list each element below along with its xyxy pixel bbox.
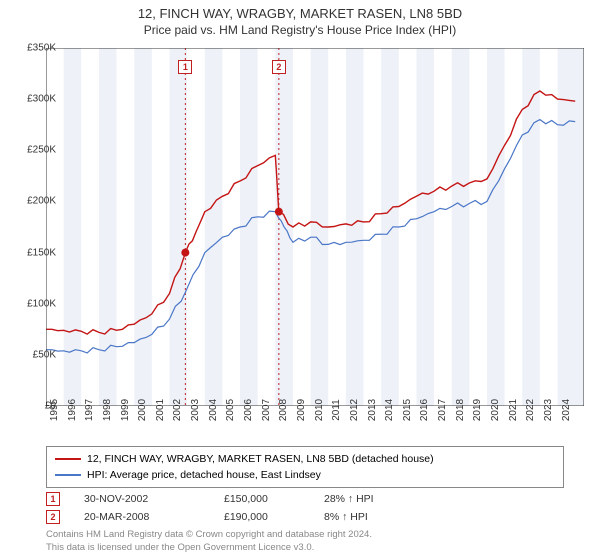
- y-axis-tick-label: £250K: [27, 145, 56, 156]
- legend-label: HPI: Average price, detached house, East…: [87, 467, 321, 483]
- x-axis-tick-label: 2016: [419, 399, 430, 421]
- y-axis-tick-label: £350K: [27, 43, 56, 54]
- x-axis-tick-label: 2021: [508, 399, 519, 421]
- x-axis-tick-label: 2011: [331, 399, 342, 421]
- sales-table: 1 30-NOV-2002£150,00028% ↑ HPI 2 20-MAR-200…: [46, 490, 484, 526]
- sale-date: 30-NOV-2002: [84, 493, 224, 505]
- x-axis-tick-label: 2010: [314, 399, 325, 421]
- x-axis-tick-label: 2004: [208, 399, 219, 421]
- sale-pct-vs-hpi: 8% ↑ HPI: [324, 511, 484, 523]
- x-axis-tick-label: 2001: [155, 399, 166, 421]
- x-axis-tick-label: 2019: [472, 399, 483, 421]
- legend-swatch: [55, 458, 81, 460]
- legend-swatch: [55, 474, 81, 476]
- chart-subtitle: Price paid vs. HM Land Registry's House …: [0, 23, 600, 37]
- sale-marker-box: 2: [46, 510, 60, 524]
- copyright-notice: Contains HM Land Registry data © Crown c…: [46, 528, 372, 554]
- sale-marker-box: 1: [46, 492, 60, 506]
- legend-item: HPI: Average price, detached house, East…: [55, 467, 555, 483]
- sale-marker-2: 2: [272, 60, 286, 74]
- y-axis-tick-label: £300K: [27, 94, 56, 105]
- x-axis-tick-label: 1998: [102, 399, 113, 421]
- x-axis-tick-label: 2017: [437, 399, 448, 421]
- x-axis-tick-label: 1995: [49, 399, 60, 421]
- legend-item: 12, FINCH WAY, WRAGBY, MARKET RASEN, LN8…: [55, 451, 555, 467]
- copyright-line-1: Contains HM Land Registry data © Crown c…: [46, 528, 372, 541]
- x-axis-tick-label: 1996: [67, 399, 78, 421]
- chart-plot-area: [46, 48, 584, 406]
- x-axis-tick-label: 2003: [190, 399, 201, 421]
- copyright-line-2: This data is licensed under the Open Gov…: [46, 541, 372, 554]
- x-axis-tick-label: 2018: [455, 399, 466, 421]
- x-axis-tick-label: 2009: [296, 399, 307, 421]
- legend-label: 12, FINCH WAY, WRAGBY, MARKET RASEN, LN8…: [87, 451, 434, 467]
- sale-price: £150,000: [224, 493, 324, 505]
- x-axis-tick-label: 2020: [490, 399, 501, 421]
- x-axis-tick-label: 2002: [172, 399, 183, 421]
- x-axis-tick-label: 2015: [402, 399, 413, 421]
- x-axis-tick-label: 2024: [561, 399, 572, 421]
- sale-date: 20-MAR-2008: [84, 511, 224, 523]
- x-axis-tick-label: 2008: [278, 399, 289, 421]
- x-axis-tick-label: 2005: [225, 399, 236, 421]
- y-axis-tick-label: £50K: [33, 349, 56, 360]
- x-axis-tick-label: 2000: [137, 399, 148, 421]
- chart-legend: 12, FINCH WAY, WRAGBY, MARKET RASEN, LN8…: [46, 446, 564, 488]
- y-axis-tick-label: £150K: [27, 247, 56, 258]
- y-axis-tick-label: £200K: [27, 196, 56, 207]
- x-axis-tick-label: 2012: [349, 399, 360, 421]
- sale-pct-vs-hpi: 28% ↑ HPI: [324, 493, 484, 505]
- x-axis-tick-label: 2023: [543, 399, 554, 421]
- x-axis-tick-label: 1999: [120, 399, 131, 421]
- chart-title: 12, FINCH WAY, WRAGBY, MARKET RASEN, LN8…: [0, 0, 600, 21]
- x-axis-tick-label: 2014: [384, 399, 395, 421]
- sale-marker-1: 1: [178, 60, 192, 74]
- x-axis-tick-label: 2007: [261, 399, 272, 421]
- y-axis-tick-label: £100K: [27, 298, 56, 309]
- sale-row: 2 20-MAR-2008£190,0008% ↑ HPI: [46, 508, 484, 526]
- x-axis-tick-label: 2013: [367, 399, 378, 421]
- sale-price: £190,000: [224, 511, 324, 523]
- x-axis-tick-label: 1997: [84, 399, 95, 421]
- x-axis-tick-label: 2006: [243, 399, 254, 421]
- x-axis-tick-label: 2022: [525, 399, 536, 421]
- sale-row: 1 30-NOV-2002£150,00028% ↑ HPI: [46, 490, 484, 508]
- line-chart-svg: [46, 48, 584, 406]
